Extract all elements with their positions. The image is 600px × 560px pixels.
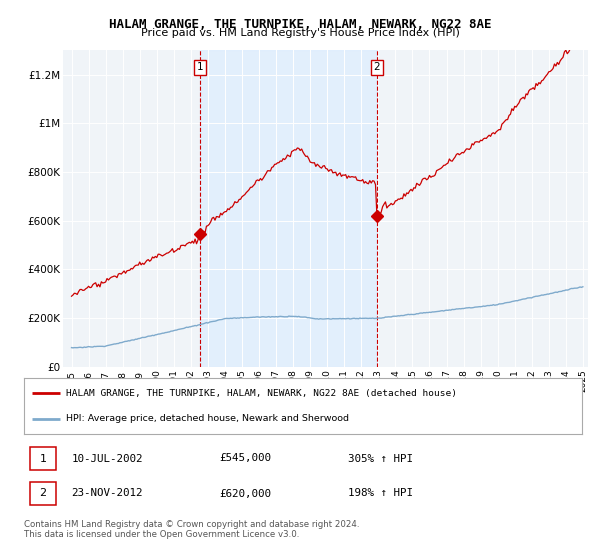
Bar	[200, 50, 377, 367]
Text: Price paid vs. HM Land Registry's House Price Index (HPI): Price paid vs. HM Land Registry's House …	[140, 28, 460, 38]
FancyBboxPatch shape	[29, 447, 56, 470]
Text: HALAM GRANGE, THE TURNPIKE, HALAM, NEWARK, NG22 8AE (detached house): HALAM GRANGE, THE TURNPIKE, HALAM, NEWAR…	[66, 389, 457, 398]
Text: 1: 1	[40, 454, 46, 464]
Text: 305% ↑ HPI: 305% ↑ HPI	[347, 454, 413, 464]
Text: HALAM GRANGE, THE TURNPIKE, HALAM, NEWARK, NG22 8AE: HALAM GRANGE, THE TURNPIKE, HALAM, NEWAR…	[109, 18, 491, 31]
Text: 23-NOV-2012: 23-NOV-2012	[71, 488, 143, 498]
Text: HPI: Average price, detached house, Newark and Sherwood: HPI: Average price, detached house, Newa…	[66, 414, 349, 423]
Text: 1: 1	[197, 62, 203, 72]
Text: £620,000: £620,000	[220, 488, 271, 498]
Text: £545,000: £545,000	[220, 454, 271, 464]
FancyBboxPatch shape	[29, 482, 56, 505]
Text: 2: 2	[373, 62, 380, 72]
Text: 198% ↑ HPI: 198% ↑ HPI	[347, 488, 413, 498]
Text: 2: 2	[40, 488, 47, 498]
Text: 10-JUL-2002: 10-JUL-2002	[71, 454, 143, 464]
Text: Contains HM Land Registry data © Crown copyright and database right 2024.
This d: Contains HM Land Registry data © Crown c…	[24, 520, 359, 539]
